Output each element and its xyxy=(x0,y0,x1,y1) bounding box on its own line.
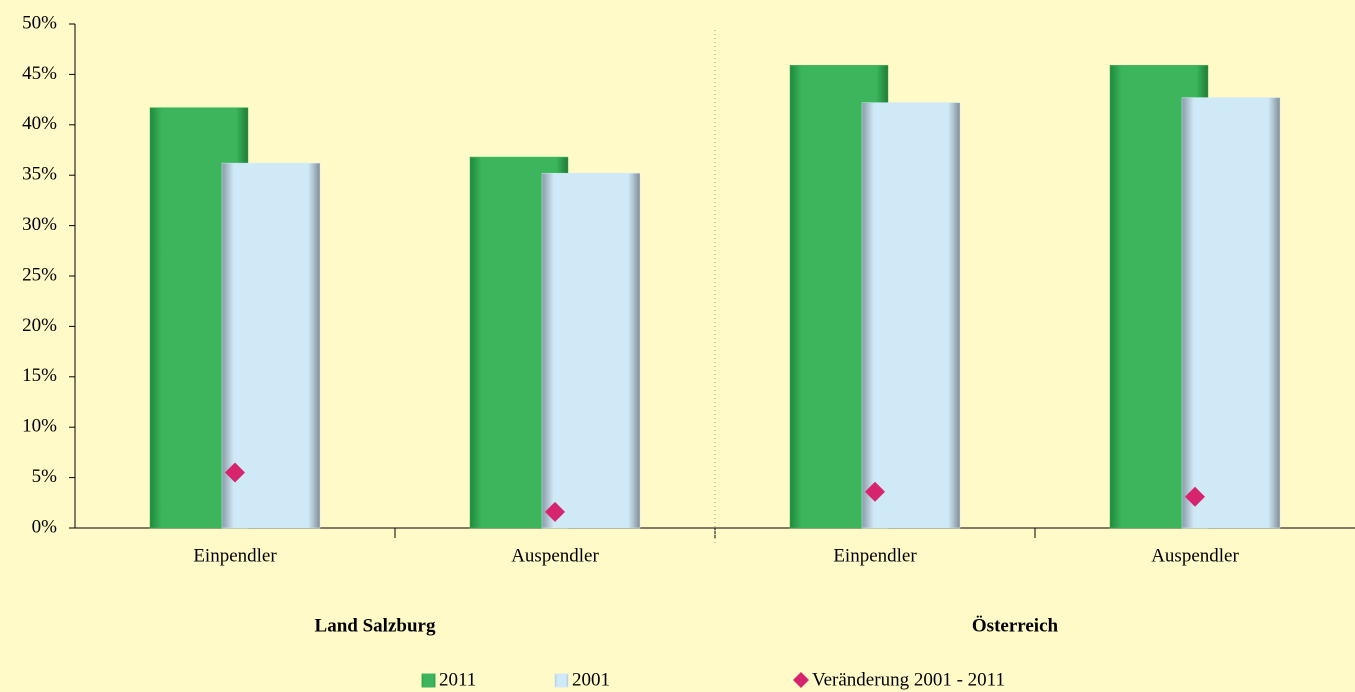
legend-label: Veränderung 2001 - 2011 xyxy=(812,669,1005,690)
y-tick-label: 30% xyxy=(22,214,57,235)
diamond-marker xyxy=(865,481,885,502)
legend-marker xyxy=(421,673,436,688)
diamond-marker xyxy=(545,501,565,522)
diamond-marker xyxy=(225,462,245,483)
x-tick-label: Einpendler xyxy=(833,545,917,566)
x-tick-label: Auspendler xyxy=(511,545,599,566)
group-label: Land Salzburg xyxy=(315,615,436,636)
y-tick-label: 50% xyxy=(22,12,57,33)
y-tick-label: 45% xyxy=(22,63,57,84)
y-tick-label: 40% xyxy=(22,113,57,134)
y-tick-label: 35% xyxy=(22,164,57,185)
bar xyxy=(541,172,641,529)
x-tick-label: Auspendler xyxy=(1151,545,1239,566)
y-tick-label: 10% xyxy=(22,416,57,437)
legend-marker xyxy=(554,673,569,688)
y-tick-label: 15% xyxy=(22,365,57,386)
legend-marker xyxy=(793,672,809,688)
y-tick-label: 25% xyxy=(22,264,57,285)
legend-label: 2001 xyxy=(572,669,610,690)
group-label: Österreich xyxy=(972,615,1059,636)
y-tick-label: 0% xyxy=(32,516,58,537)
y-tick-label: 20% xyxy=(22,315,57,336)
bar xyxy=(861,102,961,529)
x-tick-label: Einpendler xyxy=(193,545,277,566)
bar xyxy=(1181,97,1281,529)
y-tick-label: 5% xyxy=(32,466,58,487)
diamond-marker xyxy=(1185,486,1205,507)
legend-label: 2011 xyxy=(439,669,476,690)
